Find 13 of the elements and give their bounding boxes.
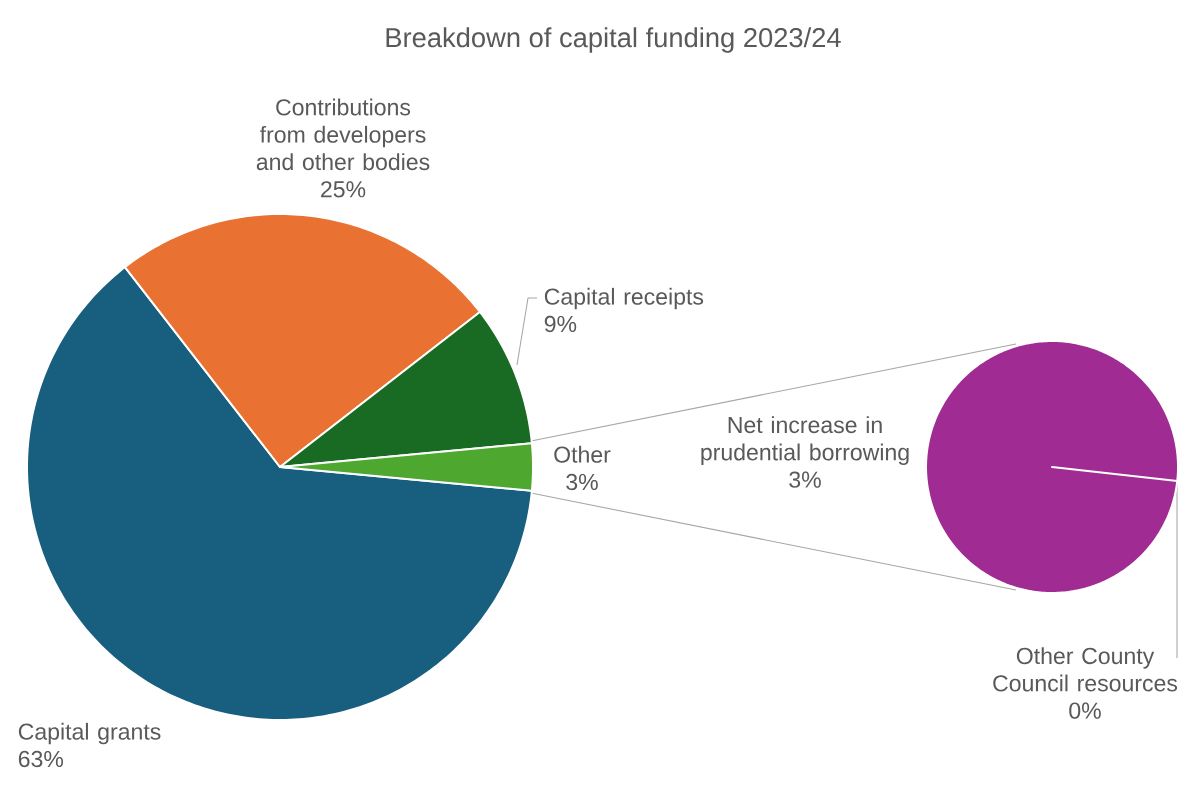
slice-label: Contributions from developers and other bodies [256, 98, 430, 171]
text: 0% [1069, 702, 1101, 719]
slice-label: Net increase in prudential borrowing [701, 416, 909, 466]
slice-label: Other [554, 445, 611, 463]
slice-label: Capital grants [18, 722, 161, 745]
data-label: 3% [566, 473, 598, 491]
data-label: 63% [18, 750, 64, 768]
slice-label: Capital receipts [544, 287, 704, 310]
data-label: 9% [544, 315, 577, 333]
data-label: 3% [789, 471, 821, 488]
chart-title: Breakdown of capital funding 2023/24 [386, 27, 841, 53]
category-label: Other County Council resources [993, 647, 1178, 692]
data-label: 25% [321, 181, 366, 198]
